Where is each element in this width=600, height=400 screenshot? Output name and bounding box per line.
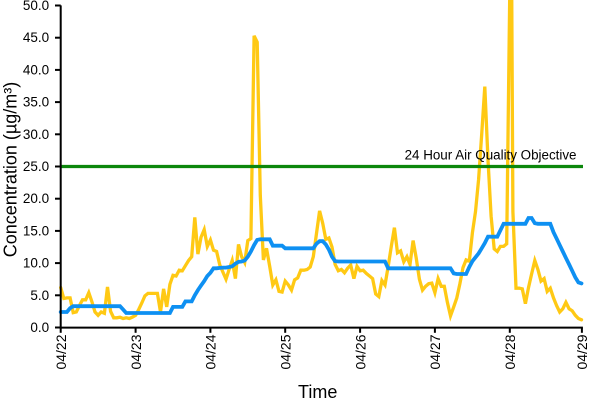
svg-text:30.0: 30.0 [23,127,49,142]
svg-text:04/26: 04/26 [352,334,368,369]
svg-text:24 Hour Air Quality Objective: 24 Hour Air Quality Objective [405,147,577,162]
svg-text:40.0: 40.0 [23,62,49,77]
svg-text:0.0: 0.0 [30,320,49,335]
svg-text:50.0: 50.0 [23,0,49,13]
svg-text:5.0: 5.0 [30,288,49,303]
svg-text:04/22: 04/22 [53,334,69,369]
svg-text:04/28: 04/28 [502,334,518,369]
svg-text:35.0: 35.0 [23,95,49,110]
svg-text:Concentration (µg/m³): Concentration (µg/m³) [1,82,21,257]
svg-text:45.0: 45.0 [23,30,49,45]
svg-text:10.0: 10.0 [23,256,49,271]
svg-text:15.0: 15.0 [23,223,49,238]
svg-text:04/24: 04/24 [203,334,219,369]
svg-text:04/29: 04/29 [574,334,590,369]
svg-text:25.0: 25.0 [23,159,49,174]
svg-text:04/25: 04/25 [278,334,294,369]
svg-text:Time: Time [298,382,337,400]
svg-text:04/27: 04/27 [427,334,443,369]
svg-text:04/23: 04/23 [128,334,144,369]
svg-text:20.0: 20.0 [23,191,49,206]
